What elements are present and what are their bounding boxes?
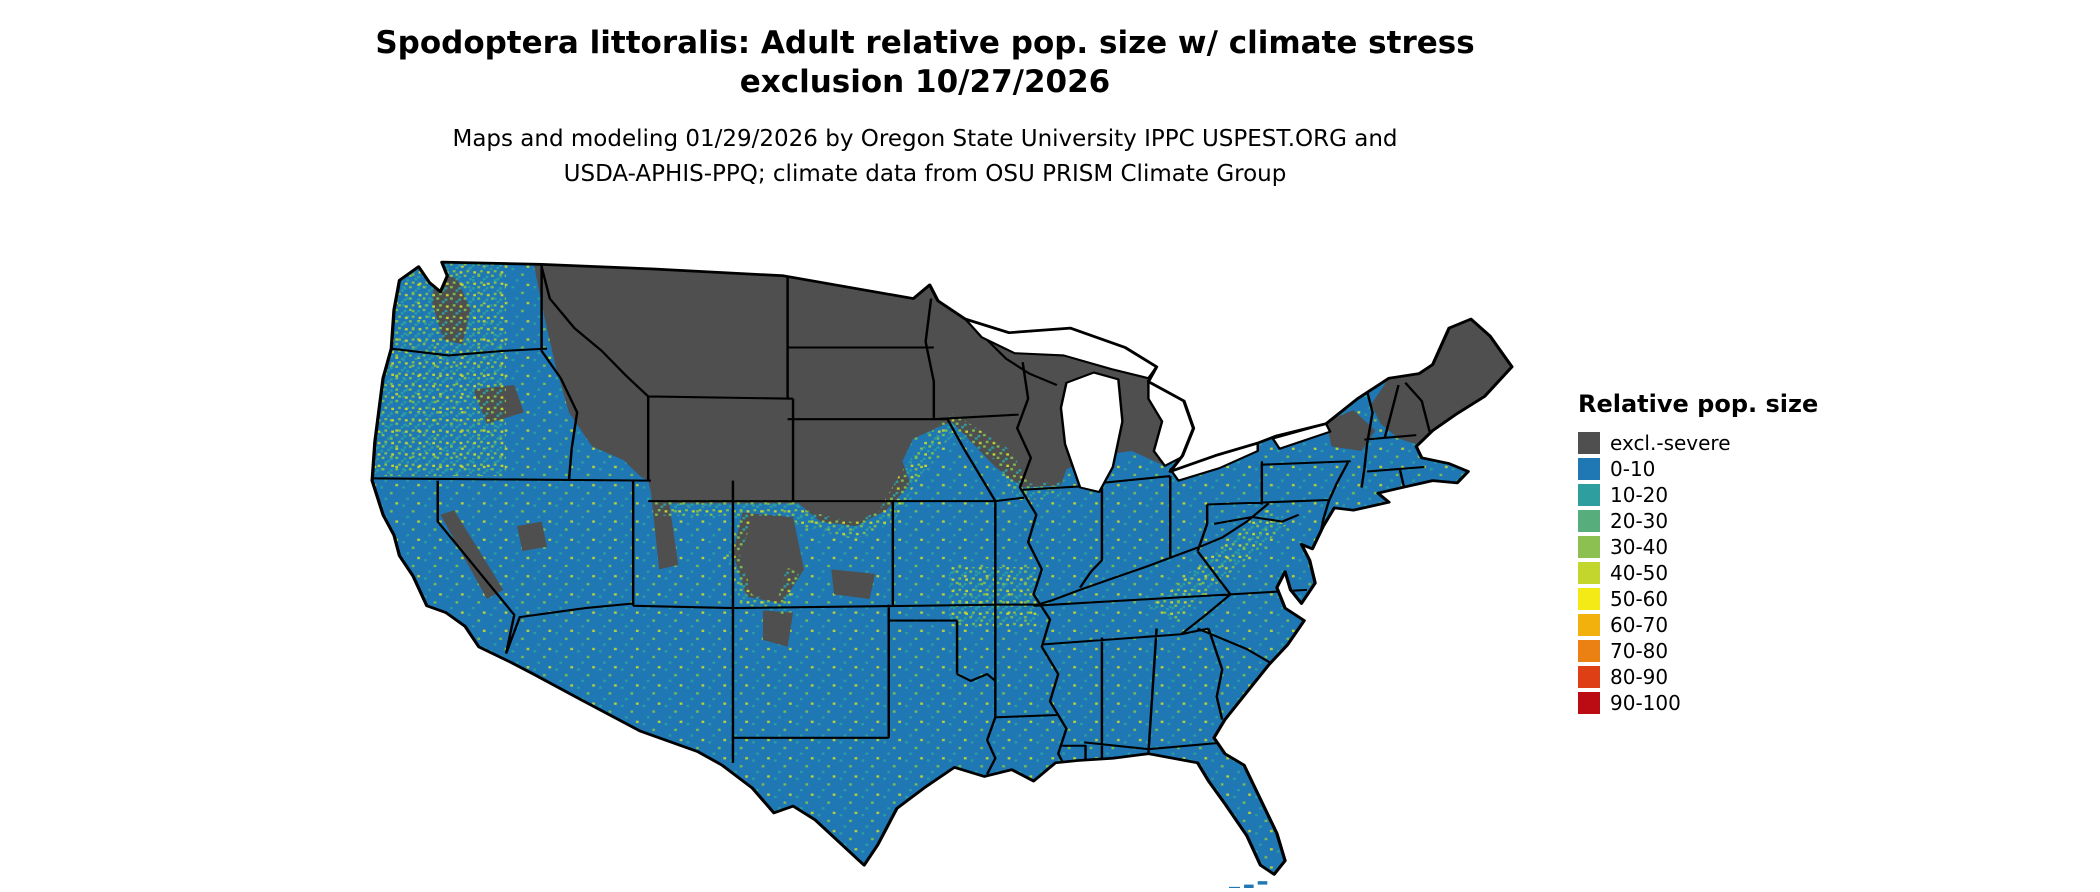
- legend-item: 70-80: [1578, 638, 1818, 664]
- legend-swatch: [1578, 666, 1600, 688]
- legend-label: 20-30: [1610, 509, 1669, 533]
- legend-item: 0-10: [1578, 456, 1818, 482]
- legend-item: 10-20: [1578, 482, 1818, 508]
- legend-items: excl.-severe 0-10 10-20 20-30 30-40 40-50 50-6…: [1578, 430, 1818, 716]
- legend-label: 70-80: [1610, 639, 1669, 663]
- state-borders: [372, 262, 1432, 775]
- legend-item: 20-30: [1578, 508, 1818, 534]
- legend-swatch: [1578, 588, 1600, 610]
- legend-label: excl.-severe: [1610, 431, 1731, 455]
- lake-michigan: [1059, 371, 1124, 494]
- legend-item: excl.-severe: [1578, 430, 1818, 456]
- legend-swatch: [1578, 432, 1600, 454]
- legend-swatch: [1578, 614, 1600, 636]
- map-subtitle-line2: USDA-APHIS-PPQ; climate data from OSU PR…: [563, 160, 1287, 187]
- legend-swatch: [1578, 458, 1600, 480]
- legend-label: 90-100: [1610, 691, 1681, 715]
- legend-item: 90-100: [1578, 690, 1818, 716]
- us-map: [312, 228, 1542, 888]
- map-subtitle-line1: Maps and modeling 01/29/2026 by Oregon S…: [452, 126, 1398, 152]
- legend-swatch: [1578, 536, 1600, 558]
- us-map-svg: [370, 260, 1514, 888]
- legend-item: 50-60: [1578, 586, 1818, 612]
- exclusion-region-north: [533, 262, 1193, 527]
- legend-swatch: [1578, 484, 1600, 506]
- legend-item: 80-90: [1578, 664, 1818, 690]
- title-block: Spodoptera littoralis: Adult relative po…: [0, 24, 1850, 102]
- map-subtitle: Maps and modeling 01/29/2026 by Oregon S…: [0, 122, 1850, 191]
- legend: Relative pop. size excl.-severe 0-10 10-20…: [1578, 390, 1818, 716]
- legend-label: 60-70: [1610, 613, 1669, 637]
- map-title-line2: exclusion 10/27/2026: [739, 63, 1111, 100]
- legend-item: 60-70: [1578, 612, 1818, 638]
- us-national-border: [370, 260, 1514, 876]
- speckle-dense-zones: [374, 262, 1288, 627]
- legend-label: 30-40: [1610, 535, 1669, 559]
- legend-title: Relative pop. size: [1578, 390, 1819, 418]
- legend-label: 80-90: [1610, 665, 1669, 689]
- map-title: Spodoptera littoralis: Adult relative po…: [0, 24, 1850, 102]
- legend-swatch: [1578, 692, 1600, 714]
- legend-item: 30-40: [1578, 534, 1818, 560]
- legend-label: 40-50: [1610, 561, 1669, 585]
- florida-keys: [1229, 881, 1268, 888]
- legend-label: 0-10: [1610, 457, 1656, 481]
- legend-swatch: [1578, 562, 1600, 584]
- legend-label: 10-20: [1610, 483, 1669, 507]
- legend-swatch: [1578, 510, 1600, 532]
- legend-label: 50-60: [1610, 587, 1669, 611]
- map-title-line1: Spodoptera littoralis: Adult relative po…: [375, 25, 1475, 61]
- legend-swatch: [1578, 640, 1600, 662]
- legend-item: 40-50: [1578, 560, 1818, 586]
